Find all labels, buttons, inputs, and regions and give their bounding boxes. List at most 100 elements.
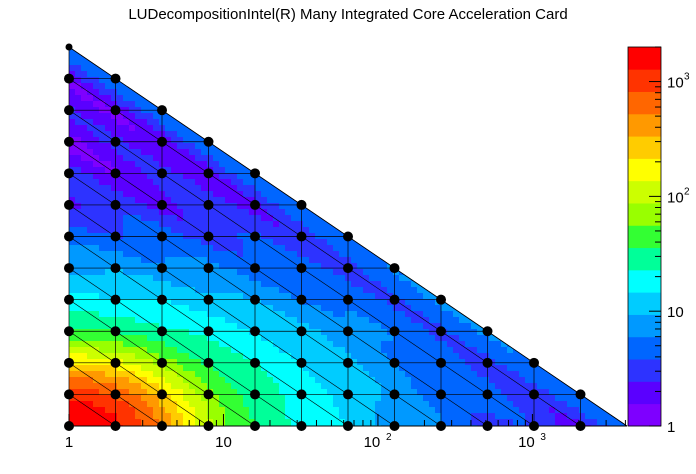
mesh-diagonal: [487, 394, 535, 427]
heat-cell: [273, 179, 280, 186]
heat-cell: [81, 329, 88, 336]
heat-cell: [105, 269, 112, 276]
heat-cell: [447, 347, 454, 354]
heat-cell: [165, 377, 172, 384]
heat-cell: [111, 209, 118, 216]
heat-cell: [189, 167, 196, 174]
heat-cell: [363, 365, 370, 372]
heat-cell: [447, 341, 454, 348]
heat-cell: [171, 389, 178, 396]
mesh-diagonal: [347, 394, 395, 427]
heat-cell: [369, 353, 376, 360]
heat-cell: [165, 221, 172, 228]
heat-cell: [147, 251, 154, 258]
heat-cell: [99, 347, 106, 354]
heat-cell: [465, 401, 472, 408]
heat-cell: [135, 299, 142, 306]
heat-cell: [177, 365, 184, 372]
heat-cell: [213, 239, 220, 246]
heat-cell: [309, 341, 316, 348]
data-point: [343, 326, 353, 337]
heat-cell: [165, 287, 172, 294]
heat-cell: [87, 125, 94, 132]
heat-cell: [309, 221, 316, 228]
heat-cell: [261, 383, 268, 390]
heat-cell: [327, 359, 334, 366]
heat-cell: [513, 383, 520, 390]
heat-cell: [213, 215, 220, 222]
heat-cell: [309, 215, 316, 222]
heat-cell: [207, 347, 214, 354]
heat-cell: [417, 317, 424, 324]
heat-cell: [327, 419, 334, 426]
heat-cell: [99, 215, 106, 222]
heat-cell: [309, 251, 316, 258]
heat-cell: [213, 407, 220, 414]
heat-cell: [285, 215, 292, 222]
heat-cell: [321, 245, 328, 252]
heat-cell: [141, 347, 148, 354]
heat-cell: [267, 221, 274, 228]
heat-cell: [81, 287, 88, 294]
heat-cell: [435, 353, 442, 360]
heat-cell: [111, 287, 118, 294]
heat-cell: [297, 353, 304, 360]
heat-cell: [297, 287, 304, 294]
heat-cell: [153, 365, 160, 372]
data-point: [250, 231, 260, 242]
heat-cell: [411, 281, 418, 288]
heat-cell: [123, 275, 130, 282]
heat-cell: [267, 401, 274, 408]
heat-cell: [81, 281, 88, 288]
heat-cell: [201, 365, 208, 372]
heat-cell: [75, 221, 82, 228]
heat-cell: [291, 419, 298, 426]
heat-cell: [153, 341, 160, 348]
heat-cell: [135, 101, 142, 108]
heat-cell: [483, 335, 490, 342]
heat-cell: [303, 365, 310, 372]
heat-cell: [399, 299, 406, 306]
heat-cell: [81, 221, 88, 228]
heat-cell: [495, 389, 502, 396]
heat-cell: [147, 239, 154, 246]
heat-cell: [477, 401, 484, 408]
mesh-diagonal: [115, 141, 163, 174]
heat-cell: [309, 293, 316, 300]
heat-cell: [93, 95, 100, 102]
heat-cell: [81, 401, 88, 408]
heat-cell: [123, 263, 130, 270]
heat-cell: [87, 113, 94, 120]
heat-cell: [99, 311, 106, 318]
heat-cell: [69, 275, 76, 282]
heat-cell: [69, 179, 76, 186]
heat-cell: [123, 89, 130, 96]
heat-cell: [381, 275, 388, 282]
heat-cell: [177, 275, 184, 282]
heat-cell: [177, 257, 184, 264]
heat-cell: [525, 359, 532, 366]
heat-cell: [225, 389, 232, 396]
heat-cell: [177, 125, 184, 132]
heat-cell: [75, 239, 82, 246]
data-point: [157, 357, 167, 368]
heat-cell: [99, 305, 106, 312]
heat-cell: [147, 185, 154, 192]
heat-cell: [81, 359, 88, 366]
heat-cell: [495, 413, 502, 420]
heat-cell: [75, 47, 82, 54]
heat-cell: [285, 275, 292, 282]
heat-cell: [273, 401, 280, 408]
heat-cell: [315, 269, 322, 276]
heat-cell: [69, 251, 76, 258]
heat-cell: [183, 125, 190, 132]
data-point: [436, 357, 446, 368]
heat-cell: [597, 407, 604, 414]
heat-cell: [459, 359, 466, 366]
heat-cell: [81, 305, 88, 312]
heat-cell: [129, 125, 136, 132]
heat-cell: [267, 341, 274, 348]
heat-cell: [201, 293, 208, 300]
heat-cell: [129, 383, 136, 390]
heat-cell: [81, 119, 88, 126]
